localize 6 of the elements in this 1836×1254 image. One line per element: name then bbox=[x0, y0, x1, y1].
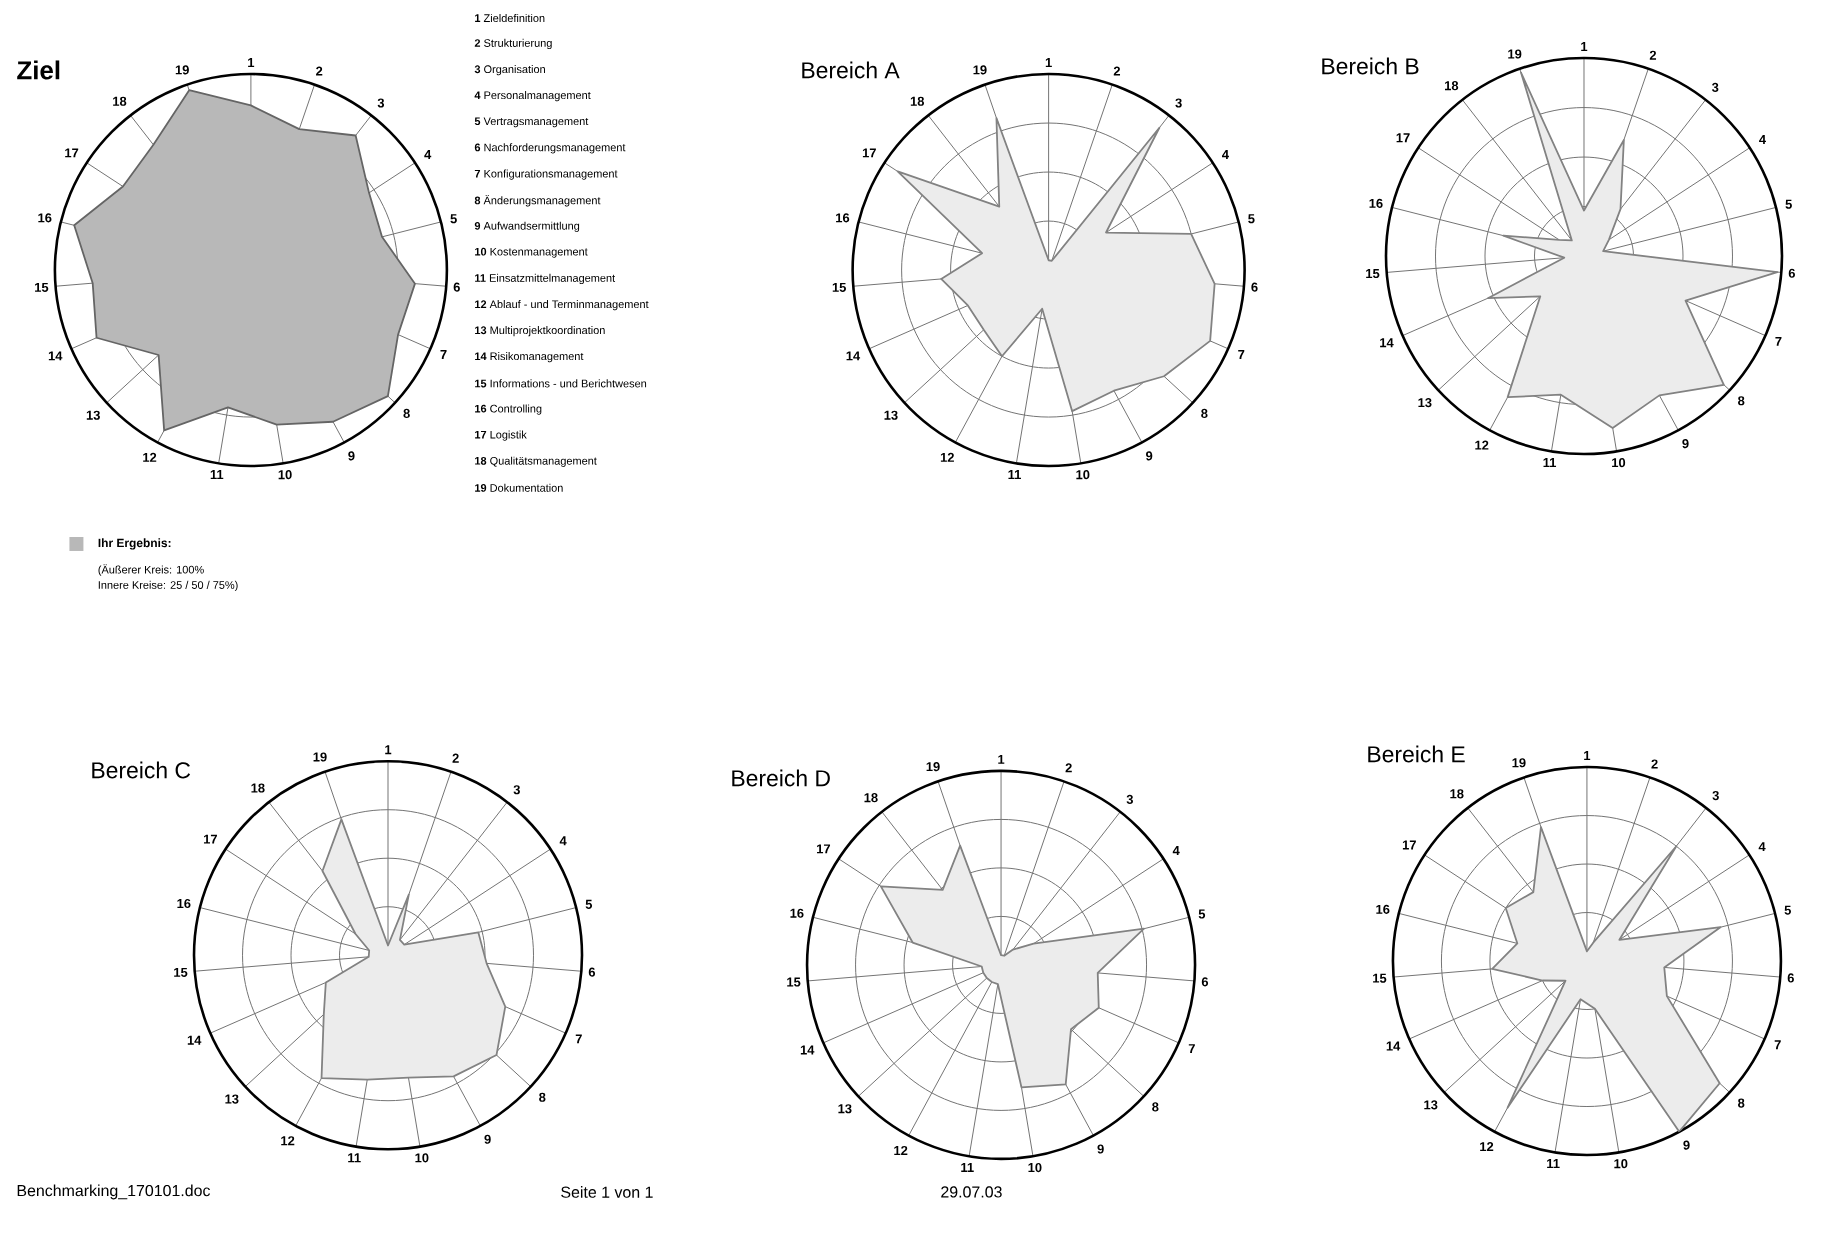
chart-title: Bereich A bbox=[802, 61, 900, 79]
text: Bereich B bbox=[1322, 57, 1419, 75]
text: Bereich C bbox=[92, 761, 191, 779]
chart-title: Bereich E bbox=[1368, 745, 1465, 763]
chart-title: Ziel bbox=[17, 60, 60, 80]
text: Bereich D bbox=[732, 769, 830, 787]
